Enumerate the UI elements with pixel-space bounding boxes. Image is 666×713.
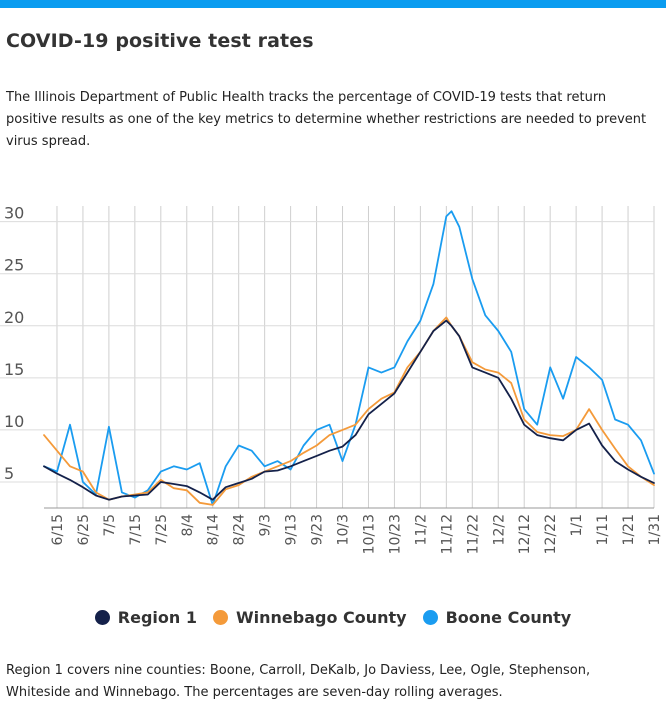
x-tick-label: 6/25 — [76, 514, 92, 545]
x-tick-label: 6/15 — [50, 514, 66, 545]
x-tick-label: 9/23 — [310, 514, 326, 545]
chart-legend: Region 1 Winnebago County Boone County — [0, 608, 666, 627]
legend-label-winnebago: Winnebago County — [235, 608, 407, 627]
x-tick-label: 10/3 — [336, 514, 352, 545]
x-tick-label: 1/21 — [621, 514, 637, 545]
y-tick-label: 15 — [4, 360, 24, 379]
legend-item-region-1: Region 1 — [94, 608, 197, 627]
x-tick-label: 8/4 — [180, 514, 196, 537]
x-tick-label: 11/22 — [465, 514, 481, 554]
x-tick-label: 8/14 — [206, 514, 222, 546]
x-tick-label: 10/13 — [361, 514, 377, 554]
line-chart: 6/15 6/25 7/5 7/15 7/25 8/4 8/14 8/24 9/3 9/13 9/2… — [0, 204, 663, 554]
y-tick-label: 5 — [4, 464, 14, 483]
x-tick-label: 7/25 — [154, 514, 170, 545]
series-line-winnebago-county — [43, 316, 655, 506]
x-tick-label: 1/11 — [595, 514, 611, 545]
chart-description: The Illinois Department of Public Health… — [6, 90, 647, 149]
legend-label-boone: Boone County — [445, 608, 572, 627]
x-tick-label: 9/13 — [284, 514, 300, 545]
x-tick-label: 12/12 — [517, 514, 533, 554]
y-tick-label: 30 — [4, 204, 24, 223]
x-tick-label: 12/2 — [491, 514, 507, 545]
series-line-region-1 — [43, 319, 655, 501]
legend-swatch-winnebago — [212, 610, 228, 625]
y-tick-label: 20 — [4, 308, 24, 327]
legend-label-region-1: Region 1 — [117, 608, 197, 627]
chart-title: COVID-19 positive test rates — [6, 30, 314, 52]
y-tick-label: 25 — [4, 256, 24, 275]
legend-swatch-boone — [422, 610, 438, 625]
x-tick-label: 11/12 — [439, 514, 455, 554]
x-tick-label: 11/2 — [413, 514, 429, 545]
legend-item-boone: Boone County — [422, 608, 572, 627]
x-tick-label: 12/22 — [543, 514, 559, 554]
top-accent-bar — [0, 0, 666, 8]
x-tick-label: 10/23 — [387, 514, 403, 554]
x-tick-label: 9/3 — [258, 514, 274, 537]
legend-item-winnebago: Winnebago County — [212, 608, 407, 627]
x-tick-label: 7/5 — [102, 514, 118, 537]
y-tick-label: 10 — [4, 412, 24, 431]
x-tick-label: 7/15 — [128, 514, 144, 545]
series-line-boone-county — [43, 210, 655, 506]
chart-footnote: Region 1 covers nine counties: Boone, Ca… — [6, 663, 591, 700]
x-tick-label: 1/1 — [569, 514, 585, 537]
x-tick-label: 1/31 — [647, 514, 663, 545]
x-tick-label: 8/24 — [232, 514, 248, 546]
legend-swatch-region-1 — [94, 610, 110, 625]
